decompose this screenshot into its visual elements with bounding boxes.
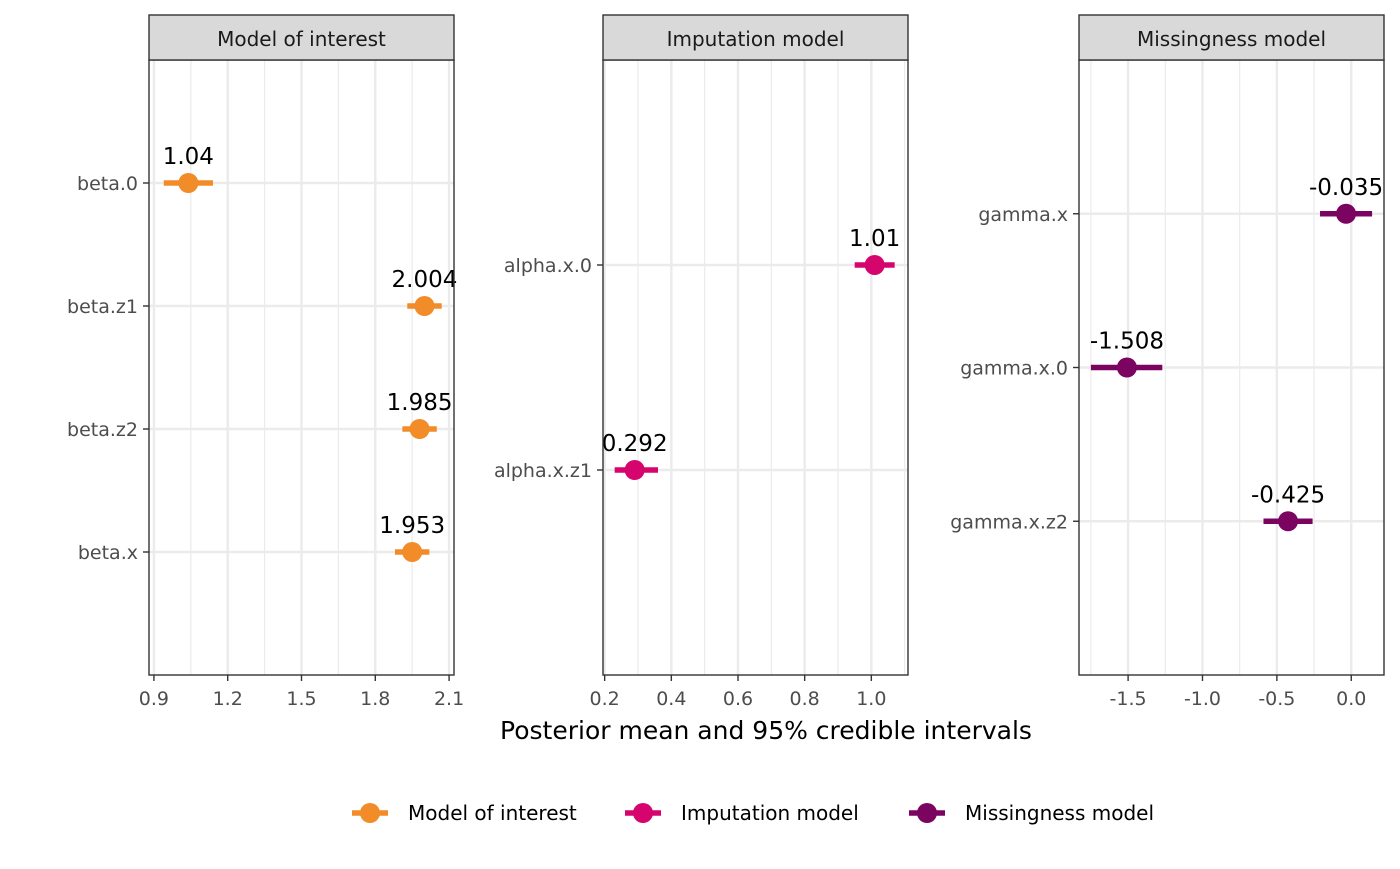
mean-point [624, 460, 645, 480]
value-label: 1.953 [379, 513, 445, 539]
value-label: -1.508 [1090, 329, 1164, 355]
legend-key-point [633, 803, 653, 823]
mean-point [178, 173, 199, 193]
y-tick-label: beta.z1 [67, 296, 138, 318]
panel-border [602, 59, 909, 676]
y-tick-label: alpha.x.z1 [494, 460, 592, 482]
value-label: 1.985 [387, 390, 453, 416]
x-tick-label: 1.0 [856, 688, 886, 710]
value-label: -0.035 [1309, 175, 1383, 201]
x-tick-label: 1.5 [286, 688, 316, 710]
x-tick-label: 0.4 [656, 688, 686, 710]
x-tick-label: 0.8 [790, 688, 820, 710]
legend: Model of interest Imputation model Missing… [352, 801, 1154, 825]
x-tick-label: 1.2 [213, 688, 243, 710]
x-tick-label: 0.6 [723, 688, 753, 710]
panel-2: 0.2 0.4 0.6 0.8 1.0 alpha.x.0 alpha.x.z1 1.01 0.… [494, 14, 909, 710]
strip [602, 14, 909, 61]
x-tick-label: 0.0 [1336, 688, 1366, 710]
legend-item: Missingness model [909, 801, 1154, 825]
panel-3: -1.5 -1.0 -0.5 0.0 gamma.x gamma.x.0 gamma.x.z… [950, 14, 1385, 710]
legend-label: Missingness model [965, 801, 1154, 825]
strip [1078, 14, 1385, 61]
strip-label: Missingness model [1137, 27, 1326, 51]
x-tick-label: -0.5 [1258, 688, 1295, 710]
x-tick-label: 0.2 [590, 688, 620, 710]
mean-point [1336, 203, 1357, 224]
mean-point [1116, 357, 1137, 378]
x-axis-title: Posterior mean and 95% credible interval… [500, 716, 1032, 745]
legend-label: Model of interest [408, 801, 577, 825]
value-label: 1.01 [849, 226, 900, 252]
legend-label: Imputation model [681, 801, 859, 825]
y-tick-label: beta.0 [77, 173, 138, 195]
value-label: -0.425 [1251, 482, 1325, 508]
y-tick-label: beta.x [78, 542, 138, 564]
value-label: 2.004 [392, 267, 458, 293]
mean-point [414, 296, 435, 316]
legend-item: Model of interest [352, 801, 577, 825]
y-tick-label: alpha.x.0 [504, 255, 592, 277]
x-tick-label: 0.9 [139, 688, 169, 710]
strip [148, 14, 455, 61]
strip-label: Model of interest [217, 27, 386, 51]
x-tick-label: -1.0 [1184, 688, 1221, 710]
y-tick-label: beta.z2 [67, 419, 138, 441]
mean-point [402, 542, 423, 562]
x-tick-label: 1.8 [360, 688, 390, 710]
x-tick-label: 2.1 [434, 688, 464, 710]
mean-point [864, 255, 885, 275]
mean-point [409, 419, 430, 439]
legend-key-point [917, 803, 937, 823]
y-tick-label: gamma.x.0 [960, 358, 1068, 380]
legend-key-point [360, 803, 380, 823]
value-label: 1.04 [163, 144, 214, 170]
x-tick-label: -1.5 [1110, 688, 1147, 710]
strip-label: Imputation model [667, 27, 845, 51]
legend-item: Imputation model [625, 801, 859, 825]
value-label: 0.292 [602, 431, 668, 457]
panel-1: 0.9 1.2 1.5 1.8 2.1 beta.0 beta.z1 beta.z2 beta.… [67, 14, 464, 710]
y-tick-label: gamma.x.z2 [950, 511, 1068, 533]
mean-point [1278, 511, 1299, 532]
y-tick-label: gamma.x [978, 204, 1068, 226]
